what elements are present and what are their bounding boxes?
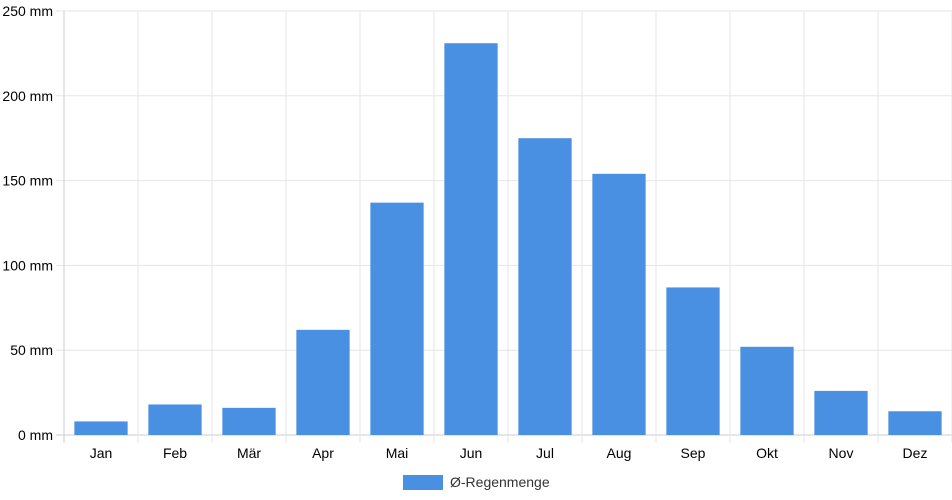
y-tick-label: 100 mm (2, 257, 53, 273)
bar-nov[interactable] (814, 390, 868, 435)
x-axis-tick-labels: Jan Feb Mär Apr Mai Jun Jul Aug Sep Okt Nov Dez (90, 445, 928, 461)
bar-jan[interactable] (74, 421, 128, 435)
legend-label[interactable]: Ø-Regenmenge (450, 474, 550, 490)
legend[interactable]: Ø-Regenmenge (403, 474, 550, 490)
x-tick-label: Okt (756, 445, 778, 461)
x-tick-label: Jul (536, 445, 554, 461)
y-tick-label: 50 mm (10, 342, 53, 358)
legend-swatch[interactable] (403, 475, 443, 490)
y-tick-label: 200 mm (2, 88, 53, 104)
y-tick-label: 250 mm (2, 3, 53, 19)
bar-feb[interactable] (148, 404, 202, 435)
y-tick-label: 150 mm (2, 173, 53, 189)
bar-jul[interactable] (518, 138, 572, 435)
x-tick-label: Dez (903, 445, 928, 461)
x-tick-label: Jun (460, 445, 483, 461)
bar-jun[interactable] (444, 43, 498, 435)
bar-sep[interactable] (666, 287, 720, 435)
x-tick-label: Jan (90, 445, 113, 461)
x-tick-label: Mär (237, 445, 261, 461)
x-tick-label: Sep (681, 445, 706, 461)
bar-okt[interactable] (740, 346, 794, 435)
grid-lines (56, 10, 952, 443)
bar-aug[interactable] (592, 173, 646, 436)
bar-series (74, 43, 942, 436)
bar-apr[interactable] (296, 329, 350, 435)
x-tick-label: Mai (386, 445, 409, 461)
x-tick-label: Nov (829, 445, 854, 461)
bar-mai[interactable] (370, 202, 424, 435)
y-tick-label: 0 mm (18, 427, 53, 443)
bar-mär[interactable] (222, 407, 276, 435)
bar-dez[interactable] (888, 411, 942, 435)
x-tick-label: Aug (607, 445, 632, 461)
x-tick-label: Apr (312, 445, 334, 461)
y-axis-tick-labels: 0 mm 50 mm 100 mm 150 mm 200 mm 250 mm (2, 3, 53, 443)
x-tick-label: Feb (163, 445, 187, 461)
